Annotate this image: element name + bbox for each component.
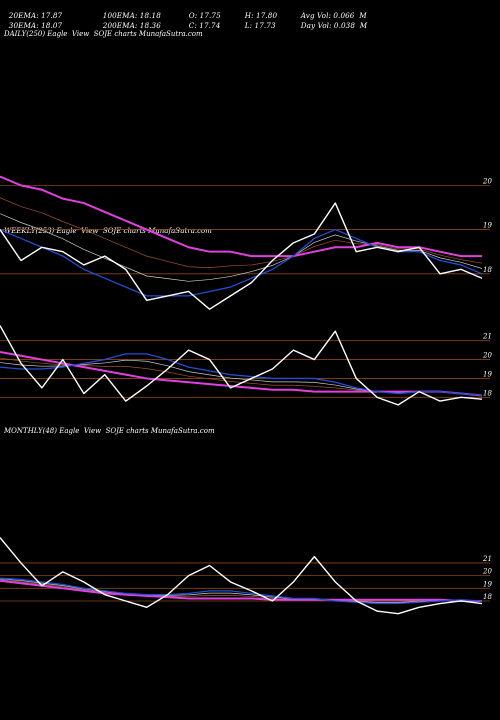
ema20-readout: 20EMA: 17.87 (8, 11, 63, 20)
daily-tick-label-2: 18 (483, 266, 492, 274)
weekly-tick-label-1: 20 (482, 352, 492, 360)
daily-tick-label-0: 20 (482, 177, 492, 185)
monthly-ema-ribbon-1 (0, 579, 483, 602)
monthly-panel: 21 20 19 18 (0, 537, 492, 615)
day-vol-readout: Day Vol: 0.038 M (300, 21, 368, 30)
daily-tick-label-1: 19 (483, 222, 492, 230)
weekly-ema-short-line (0, 353, 483, 397)
header-row-1: 20EMA: 17.87 100EMA: 18.18 O: 17.75 H: 17.8… (4, 2, 367, 20)
weekly-panel-label: WEEKLY(253) Eagle View SOJE charts Munaf… (4, 227, 212, 235)
high-readout: H: 17.80 (244, 11, 278, 20)
ema30-readout: 30EMA: 18.07 (8, 21, 63, 30)
monthly-tick-label-0: 21 (482, 555, 492, 563)
monthly-ema-long-line (0, 579, 482, 602)
daily-panel: 20 19 18 (0, 175, 492, 310)
ema100-readout: 100EMA: 18.18 (102, 11, 161, 20)
monthly-ema-short-line (0, 577, 483, 605)
monthly-tick-label-1: 20 (482, 568, 492, 576)
weekly-tick-label-3: 18 (483, 389, 492, 397)
daily-price-line (0, 202, 483, 310)
monthly-price-line (0, 537, 483, 615)
daily-ema-short-line (0, 228, 483, 297)
monthly-panel-label: MONTHLY(48) Eagle View SOJE charts Munaf… (4, 427, 215, 435)
monthly-tick-label-2: 19 (483, 580, 492, 588)
daily-ema-ribbon-1 (0, 197, 483, 268)
header-row-2: 30EMA: 18.07 200EMA: 18.36 C: 17.74 L: 17.7… (4, 12, 367, 30)
weekly-tick-label-2: 19 (483, 370, 492, 378)
weekly-ema-ribbon-1 (0, 357, 483, 396)
weekly-ema-long-line (0, 351, 483, 397)
low-readout: L: 17.73 (244, 21, 276, 30)
open-readout: O: 17.75 (188, 11, 221, 20)
daily-panel-label: DAILY(250) Eagle View SOJE charts Munafa… (4, 30, 203, 38)
weekly-panel: 21 20 19 18 (0, 325, 492, 406)
weekly-price-line (0, 325, 483, 406)
monthly-ema-ribbon-0 (0, 578, 483, 603)
monthly-tick-label-3: 18 (483, 593, 492, 601)
close-readout: C: 17.74 (188, 21, 221, 30)
daily-ema-long-line (0, 175, 482, 258)
weekly-tick-label-0: 21 (482, 333, 492, 341)
ema200-readout: 200EMA: 18.36 (102, 21, 161, 30)
avg-vol-readout: Avg Vol: 0.066 M (300, 11, 367, 20)
